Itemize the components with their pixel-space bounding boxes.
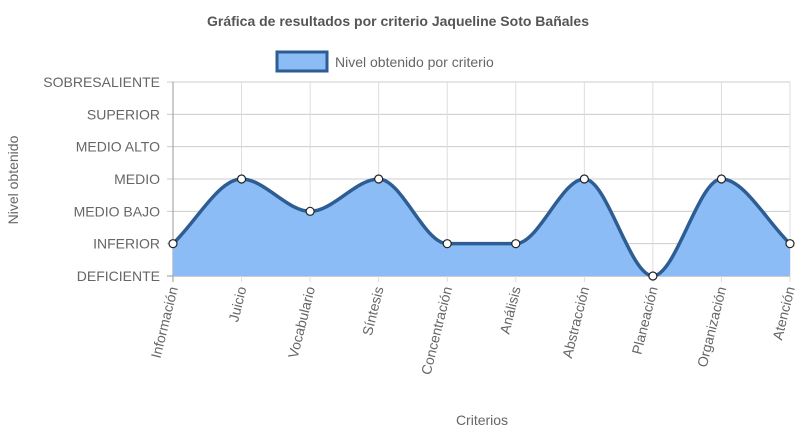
legend-label: Nivel obtenido por criterio (335, 54, 494, 70)
y-tick-label: SUPERIOR (87, 106, 160, 122)
data-point-4 (442, 239, 452, 249)
x-tick-label: Información (148, 285, 181, 360)
x-axis-label: Criterios (456, 412, 508, 428)
data-point-7 (648, 271, 658, 281)
data-point-5 (511, 239, 521, 249)
data-point-9 (785, 239, 795, 249)
data-point-2 (305, 206, 315, 216)
legend-swatch (275, 50, 329, 73)
x-tick-label: Juicio (225, 285, 249, 324)
legend[interactable]: Nivel obtenido por criterio (275, 50, 494, 73)
series-area-fill (173, 179, 790, 276)
chart-title: Gráfica de resultados por criterio Jaque… (207, 13, 589, 29)
y-axis-ticks: DEFICIENTE INFERIOR MEDIO BAJO MEDIO MEDIO A… (43, 74, 160, 284)
series-nivel (168, 174, 795, 281)
data-point-3 (374, 174, 384, 184)
y-tick-label: MEDIO (114, 171, 160, 187)
x-tick-label: Síntesis (359, 285, 387, 337)
x-tick-label: Planeación (629, 285, 661, 356)
data-point-8 (716, 174, 727, 184)
y-tick-label: DEFICIENTE (77, 268, 160, 284)
data-point-1 (236, 174, 247, 184)
y-tick-label: SOBRESALIENTE (43, 74, 160, 90)
x-tick-label: Abstracción (559, 285, 592, 360)
x-tick-label: Concentración (418, 285, 455, 376)
x-tick-label: Vocabulario (285, 285, 318, 360)
y-axis-label: Nivel obtenido (5, 135, 21, 224)
series-line (171, 177, 792, 278)
x-tick-label: Análisis (496, 285, 523, 336)
data-point-0 (168, 239, 178, 249)
y-tick-label: MEDIO BAJO (74, 203, 160, 219)
x-axis-ticks: Información Juicio Vocabulario Síntesis Conc… (148, 285, 795, 377)
y-tick-label: INFERIOR (93, 236, 160, 252)
x-tick-label: Organización (694, 285, 729, 369)
y-tick-label: MEDIO ALTO (76, 139, 160, 155)
data-point-6 (579, 174, 589, 184)
x-tick-label: Atención (769, 285, 795, 342)
